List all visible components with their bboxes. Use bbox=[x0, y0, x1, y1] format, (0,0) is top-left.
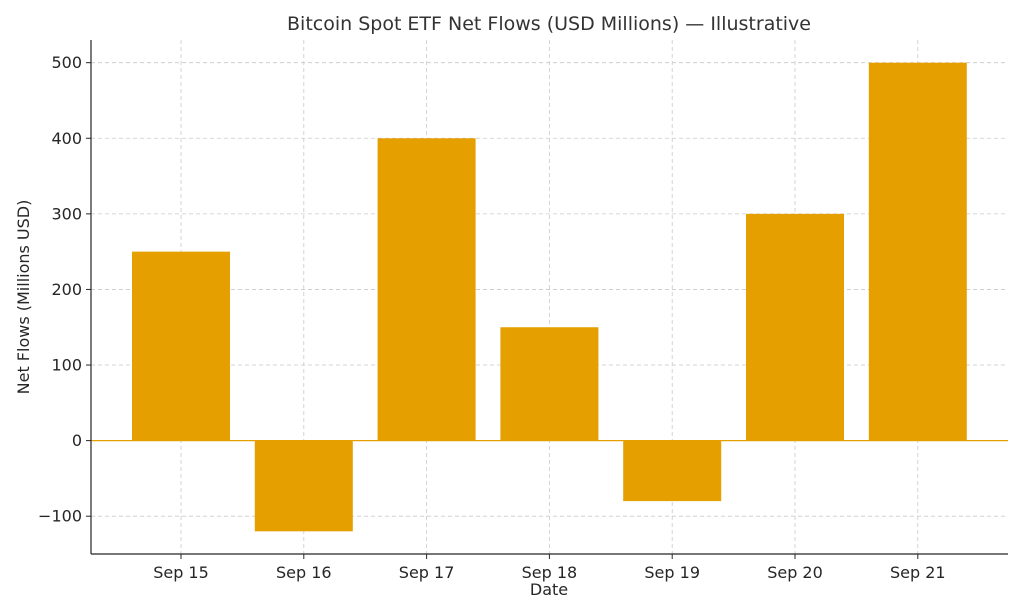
y-axis-ticks: −100 0 100 200 300 400 500 bbox=[38, 53, 91, 526]
x-tick-label: Sep 20 bbox=[767, 563, 823, 582]
x-tick-label: Sep 19 bbox=[644, 563, 700, 582]
x-tick-label: Sep 17 bbox=[399, 563, 455, 582]
bar-sep-16 bbox=[254, 440, 353, 532]
bar-sep-17 bbox=[377, 138, 476, 441]
x-tick-label: Sep 15 bbox=[153, 563, 209, 582]
chart-title: Bitcoin Spot ETF Net Flows (USD Millions… bbox=[287, 13, 811, 35]
bar-sep-19 bbox=[623, 440, 722, 502]
x-axis-ticks: Sep 15 Sep 16 Sep 17 Sep 18 Sep 19 Sep 20 Sep … bbox=[153, 554, 946, 582]
x-axis-label: Date bbox=[530, 580, 568, 599]
y-axis-label: Net Flows (Millions USD) bbox=[14, 200, 33, 395]
y-tick-label: 500 bbox=[51, 53, 82, 72]
y-tick-label: 200 bbox=[51, 280, 82, 299]
y-tick-label: −100 bbox=[38, 507, 82, 526]
bar-sep-21 bbox=[868, 62, 967, 441]
bar-sep-15 bbox=[132, 251, 230, 441]
x-tick-label: Sep 18 bbox=[522, 563, 578, 582]
bar-sep-18 bbox=[500, 327, 599, 441]
x-tick-label: Sep 21 bbox=[890, 563, 946, 582]
y-tick-label: 300 bbox=[51, 204, 82, 223]
bars bbox=[132, 62, 967, 532]
y-tick-label: 0 bbox=[72, 431, 82, 450]
bar-sep-20 bbox=[746, 213, 844, 441]
y-tick-label: 100 bbox=[51, 356, 82, 375]
x-tick-label: Sep 16 bbox=[276, 563, 332, 582]
y-tick-label: 400 bbox=[51, 129, 82, 148]
